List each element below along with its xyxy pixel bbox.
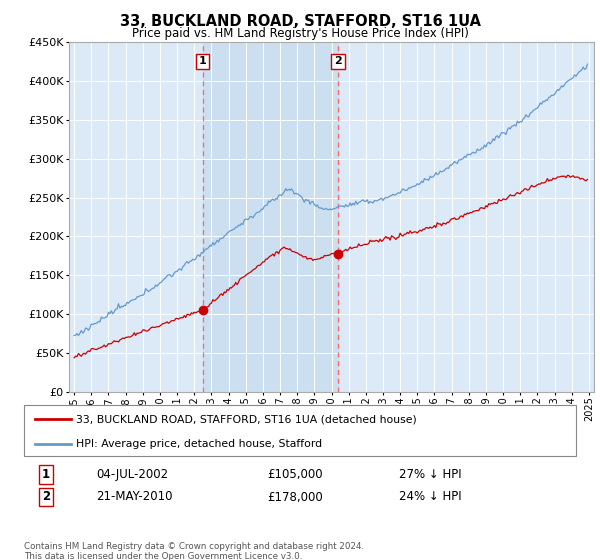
Text: 33, BUCKLAND ROAD, STAFFORD, ST16 1UA: 33, BUCKLAND ROAD, STAFFORD, ST16 1UA	[119, 14, 481, 29]
Text: 24% ↓ HPI: 24% ↓ HPI	[400, 491, 462, 503]
Text: 33, BUCKLAND ROAD, STAFFORD, ST16 1UA (detached house): 33, BUCKLAND ROAD, STAFFORD, ST16 1UA (d…	[76, 414, 417, 424]
Bar	[203, 42, 338, 392]
Text: Contains HM Land Registry data © Crown copyright and database right 2024.
This d: Contains HM Land Registry data © Crown c…	[24, 542, 364, 560]
Text: 27% ↓ HPI: 27% ↓ HPI	[400, 468, 462, 481]
Text: 04-JUL-2002: 04-JUL-2002	[96, 468, 168, 481]
Text: 2: 2	[334, 57, 342, 67]
Text: 21-MAY-2010: 21-MAY-2010	[96, 491, 172, 503]
Text: 1: 1	[199, 57, 206, 67]
Text: 2: 2	[42, 491, 50, 503]
Text: £105,000: £105,000	[267, 468, 323, 481]
Text: Price paid vs. HM Land Registry's House Price Index (HPI): Price paid vs. HM Land Registry's House …	[131, 27, 469, 40]
Text: 1: 1	[42, 468, 50, 481]
Text: £178,000: £178,000	[267, 491, 323, 503]
FancyBboxPatch shape	[24, 405, 576, 456]
Text: HPI: Average price, detached house, Stafford: HPI: Average price, detached house, Staf…	[76, 438, 323, 449]
